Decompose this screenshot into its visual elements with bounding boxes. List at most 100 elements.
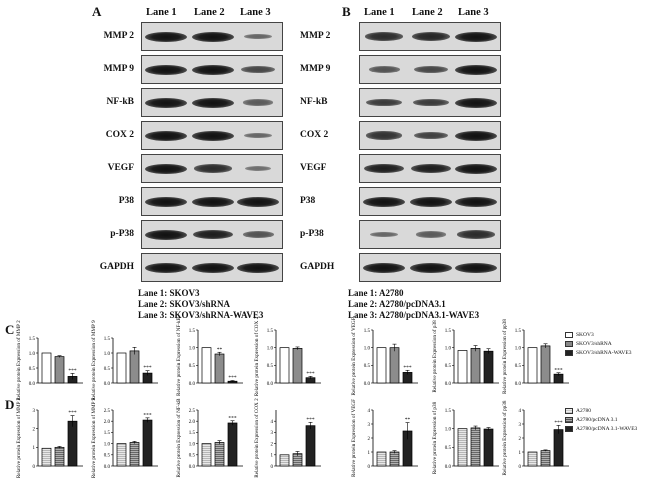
panel-b-legend-lane-1: Lane 1: A2780 [348,288,404,298]
bar [470,348,481,384]
blot-band [145,262,187,273]
legend-label: A2780/pcDNA 3.1 [576,416,618,423]
bar [142,419,153,467]
y-tick-label: 2 [33,427,36,432]
y-tick-label: 1.5 [104,337,111,342]
y-tick-label: 2.5 [104,409,111,414]
panel-b-legend: Lane 1: A2780 Lane 2: A2780/pcDNA3.1 Lan… [348,288,479,321]
blot-band [455,163,497,174]
bar [116,352,127,384]
bar [201,347,212,384]
blot-band [145,31,187,42]
blot-row-label: GAPDH [99,262,134,272]
significance-label: *** [143,365,152,371]
legend-swatch [565,331,573,338]
bar [116,443,127,467]
y-tick-label: 0.0 [29,382,36,387]
y-tick-label: 1.0 [29,352,36,357]
y-tick-label: 1.5 [189,329,196,334]
y-tick-label: 0 [271,465,274,470]
y-tick-label: 1.5 [29,337,36,342]
blot-band [414,65,448,74]
panel-d-legend: A2780 A2780/pcDNA 3.1 A2780/pcDNA 3.1-WA… [565,406,637,433]
y-tick-label: 0 [33,465,36,470]
blot-row-label: COX 2 [105,130,134,140]
blot-band [366,98,402,107]
significance-label: *** [306,371,315,377]
bar [227,422,238,467]
significance-label: *** [554,420,563,426]
y-tick-label: 2 [368,437,371,442]
panel-a-lane-2-header: Lane 2 [194,7,225,18]
bar [54,356,65,384]
blot-strip [359,88,501,117]
y-tick-label: 0.5 [104,367,111,372]
blot-band [455,31,497,42]
bar [483,428,494,467]
blot-band [244,132,272,139]
significance-label: ** [217,347,223,353]
bar [129,350,140,384]
bar [41,352,52,384]
blot-band [363,262,405,273]
blot-strip [141,88,283,117]
blot-strip [141,121,283,150]
panel-a-legend-lane-1: Lane 1: SKOV3 [138,288,200,298]
blot-band [363,196,405,207]
blot-band [237,262,279,273]
panel-a-legend: Lane 1: SKOV3 Lane 2: SKOV3/shRNA Lane 3… [138,288,263,321]
y-tick-label: 1.5 [267,329,274,334]
blot-strip [359,55,501,84]
y-tick-label: 1 [368,451,371,456]
y-tick-label: 0.0 [189,382,196,387]
legend-label: A2780 [576,407,591,414]
legend-swatch [565,407,573,414]
blot-band [192,64,234,75]
y-tick-label: 1.0 [189,346,196,351]
legend-label: A2780/pcDNA 3.1-WAVE3 [576,425,638,432]
blot-band [455,64,497,75]
blot-band [192,97,234,108]
panel-b-legend-lane-2: Lane 2: A2780/pcDNA3.1 [348,299,446,309]
legend-label: SKOV3/shRNA-WAVE3 [576,349,632,356]
y-tick-label: 0.5 [189,454,196,459]
y-tick-label: 0.5 [29,367,36,372]
y-tick-label: 1 [519,451,522,456]
y-tick-label: 1 [271,454,274,459]
significance-label: *** [68,410,77,416]
blot-strip [359,22,501,51]
y-axis-label: Relative protein Expression of COX 2 [253,316,260,396]
blot-strip [141,187,283,216]
blot-row-label: MMP 2 [103,31,134,41]
y-tick-label: 1.5 [104,431,111,436]
bar [470,427,481,467]
y-tick-label: 0.0 [515,382,522,387]
blot-row-label: NF-kB [106,97,134,107]
panel-c-legend: SKOV3 SKOV3/shRNA SKOV3/shRNA-WAVE3 [565,330,632,357]
y-tick-label: 1.5 [189,431,196,436]
bar [389,347,400,384]
y-axis-label: Relative protein Expression of MMP 9 [90,397,97,478]
blot-band [237,196,279,207]
y-axis-label: Relative protein Expression of VEGF [350,399,357,477]
legend-c-skov3-shrna-wave3: SKOV3/shRNA-WAVE3 [565,348,632,357]
blot-strip [359,154,501,183]
y-tick-label: 2 [519,437,522,442]
blot-band [416,231,446,238]
significance-label: *** [68,368,77,374]
panel-b-lane-2-header: Lane 2 [412,7,443,18]
blot-strip [359,121,501,150]
bar [201,443,212,467]
bar [540,345,551,384]
significance-label: *** [143,412,152,418]
bar [457,350,468,384]
blot-band [370,231,398,238]
blot-band [145,163,187,174]
bar [41,447,52,467]
bar [54,446,65,467]
blot-band [457,230,495,239]
y-tick-label: 1.0 [445,346,452,351]
blot-row-label: COX 2 [300,130,329,140]
y-tick-label: 0.5 [267,364,274,369]
blot-band [244,33,272,40]
